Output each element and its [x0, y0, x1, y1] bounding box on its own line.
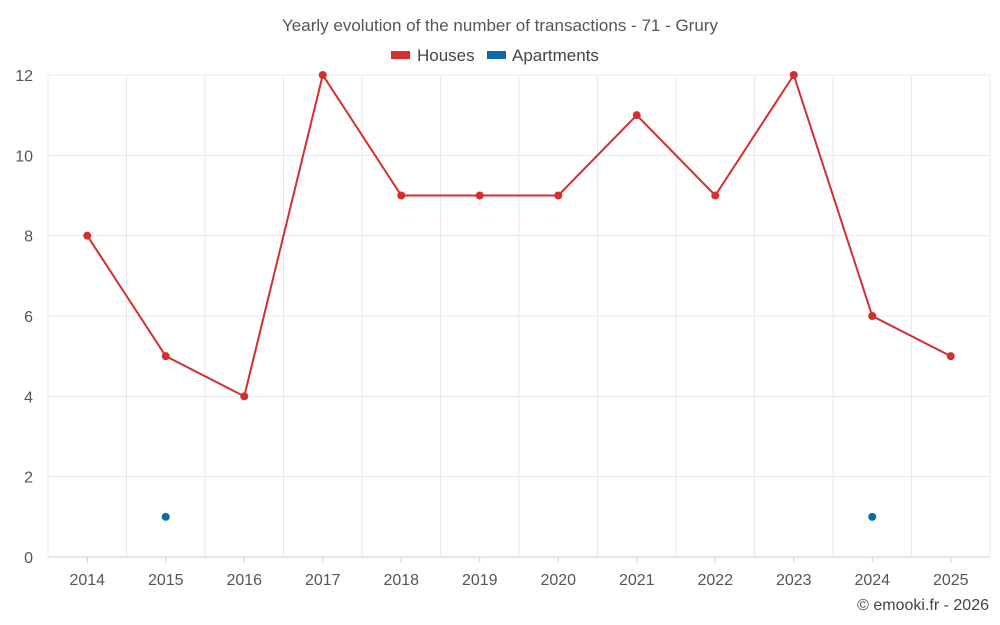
x-tick-label: 2016 — [226, 572, 262, 589]
x-tick-label: 2022 — [697, 572, 733, 589]
data-point-houses-2022[interactable] — [711, 191, 720, 200]
credit-text: © emooki.fr - 2026 — [857, 597, 989, 614]
data-point-houses-2019[interactable] — [475, 191, 484, 200]
x-tick-label: 2018 — [383, 572, 419, 589]
x-tick-label: 2021 — [619, 572, 655, 589]
y-tick-label: 0 — [24, 550, 33, 567]
x-tick-label: 2015 — [148, 572, 184, 589]
data-point-apartments-2015[interactable] — [161, 512, 170, 521]
data-point-houses-2018[interactable] — [397, 191, 406, 200]
chart-title: Yearly evolution of the number of transa… — [282, 16, 718, 35]
legend-swatch-apartments — [487, 51, 506, 59]
x-tick-label: 2025 — [933, 572, 969, 589]
y-tick-label: 4 — [24, 389, 33, 406]
data-point-houses-2020[interactable] — [554, 191, 563, 200]
x-tick-label: 2019 — [462, 572, 498, 589]
legend-item-apartments[interactable]: Apartments — [487, 46, 599, 65]
x-tick-label: 2020 — [540, 572, 576, 589]
y-tick-label: 6 — [24, 309, 33, 326]
data-point-houses-2017[interactable] — [318, 71, 327, 79]
data-point-houses-2014[interactable] — [83, 231, 92, 240]
y-axis-ticks: 0 2 4 6 8 10 12 — [15, 68, 33, 567]
data-point-houses-2015[interactable] — [161, 352, 170, 361]
x-tick-label: 2014 — [69, 572, 105, 589]
legend: Houses Apartments — [391, 46, 599, 65]
y-tick-label: 8 — [24, 229, 33, 246]
data-point-apartments-2024[interactable] — [868, 512, 877, 521]
data-point-houses-2024[interactable] — [868, 312, 877, 320]
x-tick-label: 2024 — [854, 572, 890, 589]
y-tick-label: 10 — [15, 148, 33, 165]
x-axis-ticks: 2014 2015 2016 2017 2018 2019 2020 2021 2022 2023… — [48, 556, 990, 589]
plot-area — [83, 71, 955, 521]
x-tick-label: 2017 — [305, 572, 341, 589]
legend-label-apartments: Apartments — [512, 46, 599, 65]
grid — [47, 74, 991, 557]
data-point-houses-2021[interactable] — [632, 111, 641, 120]
data-point-houses-2016[interactable] — [240, 392, 249, 401]
data-point-houses-2025[interactable] — [946, 352, 955, 361]
legend-item-houses[interactable]: Houses — [391, 46, 475, 65]
data-point-houses-2023[interactable] — [789, 71, 798, 79]
x-tick-label: 2023 — [776, 572, 812, 589]
legend-label-houses: Houses — [417, 46, 475, 65]
y-tick-label: 2 — [24, 470, 33, 487]
legend-swatch-houses — [391, 51, 410, 59]
series-line-houses — [86, 72, 952, 398]
y-tick-label: 12 — [15, 68, 33, 85]
